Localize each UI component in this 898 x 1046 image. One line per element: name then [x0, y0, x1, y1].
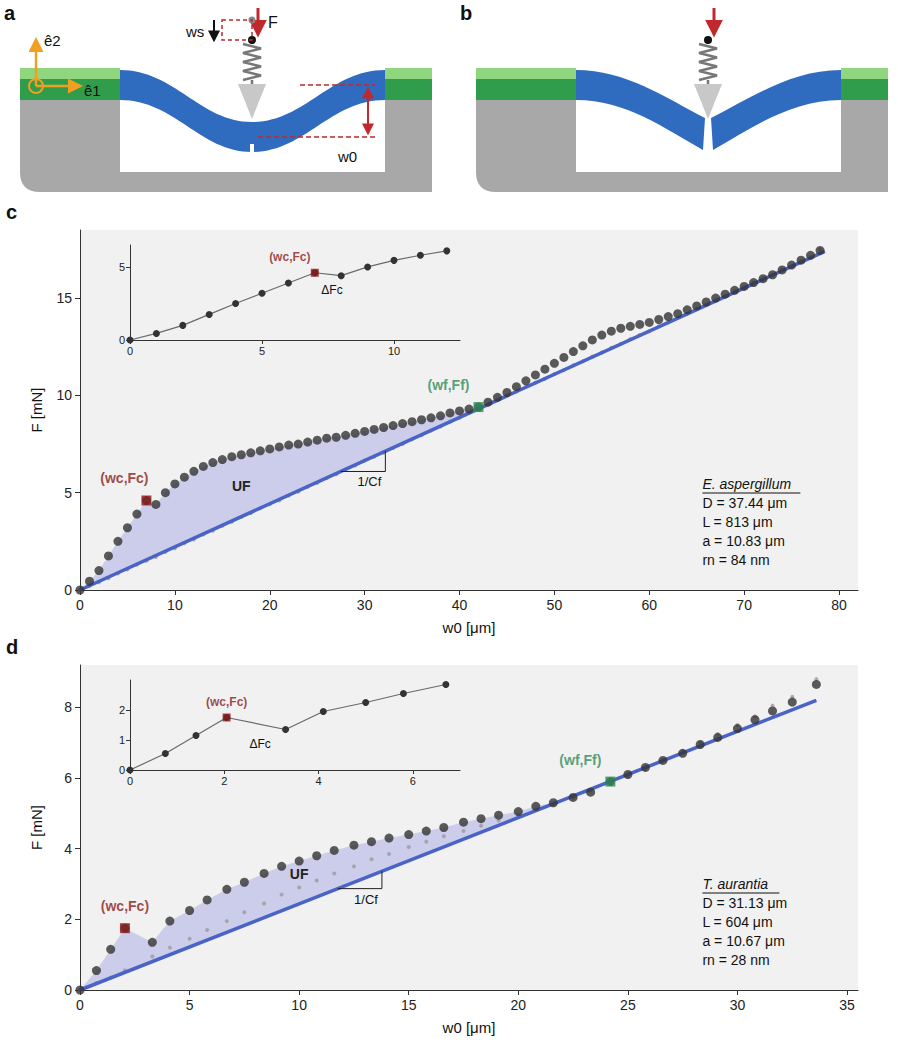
svg-text:ê2: ê2 — [44, 32, 61, 49]
svg-text:0: 0 — [127, 345, 133, 357]
svg-text:40: 40 — [452, 597, 468, 613]
svg-text:0: 0 — [76, 997, 84, 1013]
svg-text:(wf,Ff): (wf,Ff) — [559, 752, 601, 768]
svg-text:w0 [μm]: w0 [μm] — [442, 619, 496, 636]
svg-text:(wf,Ff): (wf,Ff) — [427, 377, 469, 393]
svg-text:6: 6 — [64, 770, 72, 786]
svg-text:F [mN]: F [mN] — [28, 388, 45, 433]
svg-text:60: 60 — [641, 597, 657, 613]
svg-text:30: 30 — [357, 597, 373, 613]
svg-text:2: 2 — [119, 704, 125, 716]
svg-text:8: 8 — [64, 699, 72, 715]
svg-text:1/Cf: 1/Cf — [358, 474, 382, 489]
svg-text:D = 37.44 μm: D = 37.44 μm — [702, 495, 787, 511]
svg-text:15: 15 — [56, 290, 72, 306]
svg-text:rn = 84 nm: rn = 84 nm — [702, 552, 769, 568]
svg-text:(wc,Fc): (wc,Fc) — [269, 250, 310, 264]
svg-text:L = 813 μm: L = 813 μm — [702, 514, 772, 530]
svg-text:4: 4 — [64, 841, 72, 857]
svg-text:5: 5 — [186, 997, 194, 1013]
svg-text:w0 [μm]: w0 [μm] — [442, 1019, 496, 1036]
svg-text:w0: w0 — [337, 148, 357, 165]
svg-text:ê1: ê1 — [84, 82, 101, 99]
svg-text:c: c — [6, 201, 17, 223]
svg-text:25: 25 — [620, 997, 636, 1013]
svg-text:D = 31.13 μm: D = 31.13 μm — [702, 895, 787, 911]
svg-text:1: 1 — [119, 734, 125, 746]
svg-text:15: 15 — [401, 997, 417, 1013]
svg-text:F: F — [268, 14, 278, 31]
svg-text:a = 10.67 μm: a = 10.67 μm — [702, 933, 784, 949]
svg-text:UF: UF — [290, 866, 309, 882]
svg-text:30: 30 — [730, 997, 746, 1013]
svg-text:a = 10.83 μm: a = 10.83 μm — [702, 533, 784, 549]
svg-text:T. aurantia: T. aurantia — [702, 876, 768, 892]
svg-text:F [mN]: F [mN] — [28, 805, 45, 850]
svg-text:2: 2 — [221, 775, 227, 787]
svg-text:0: 0 — [127, 775, 133, 787]
svg-text:2: 2 — [64, 911, 72, 927]
svg-text:10: 10 — [388, 345, 400, 357]
svg-text:0: 0 — [76, 597, 84, 613]
svg-text:ΔFc: ΔFc — [249, 737, 270, 751]
svg-text:L = 604 μm: L = 604 μm — [702, 914, 772, 930]
svg-text:E. aspergillum: E. aspergillum — [702, 476, 791, 492]
svg-text:35: 35 — [839, 997, 855, 1013]
svg-text:50: 50 — [547, 597, 563, 613]
svg-text:b: b — [460, 2, 472, 24]
svg-text:20: 20 — [511, 997, 527, 1013]
svg-text:5: 5 — [119, 261, 125, 273]
svg-text:a: a — [4, 2, 16, 24]
svg-text:0: 0 — [64, 582, 72, 598]
svg-text:10: 10 — [291, 997, 307, 1013]
svg-text:(wc,Fc): (wc,Fc) — [206, 695, 247, 709]
svg-text:1/Cf: 1/Cf — [354, 892, 378, 907]
svg-text:10: 10 — [56, 387, 72, 403]
svg-text:0: 0 — [119, 764, 125, 776]
svg-text:ΔFc: ΔFc — [321, 283, 342, 297]
svg-text:20: 20 — [262, 597, 278, 613]
svg-text:5: 5 — [259, 345, 265, 357]
svg-text:4: 4 — [316, 775, 322, 787]
svg-text:UF: UF — [232, 478, 251, 494]
svg-text:80: 80 — [831, 597, 847, 613]
svg-text:6: 6 — [410, 775, 416, 787]
svg-text:70: 70 — [736, 597, 752, 613]
svg-text:d: d — [6, 636, 18, 658]
svg-text:0: 0 — [119, 334, 125, 346]
svg-text:0: 0 — [64, 982, 72, 998]
svg-text:5: 5 — [64, 485, 72, 501]
svg-text:10: 10 — [167, 597, 183, 613]
svg-text:ws: ws — [185, 23, 204, 40]
svg-text:(wc,Fc): (wc,Fc) — [100, 470, 148, 486]
svg-text:rn = 28 nm: rn = 28 nm — [702, 952, 769, 968]
svg-text:(wc,Fc): (wc,Fc) — [101, 898, 149, 914]
